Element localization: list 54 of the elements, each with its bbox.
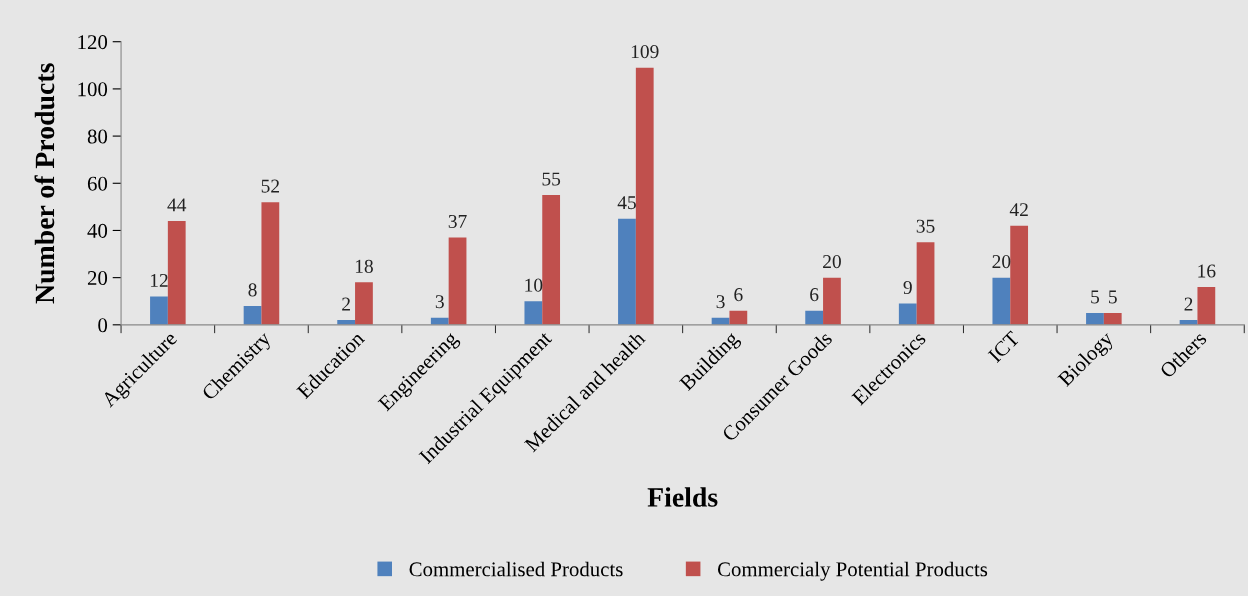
data-label: 20 [823,255,841,269]
legend-label: Commercialy Potential Products [717,561,988,581]
y-tick-label: 40 [87,223,108,238]
bar [1103,313,1122,325]
data-label: 9 [903,281,912,295]
x-axis-title: Fields [647,487,718,507]
bar [635,67,654,325]
bar [898,303,917,325]
data-label: 45 [617,196,636,210]
y-tick-label: 0 [98,318,108,333]
data-label: 8 [248,283,257,297]
data-label: 3 [435,295,444,309]
data-label: 44 [167,198,187,212]
data-label: 37 [448,214,467,229]
data-label: 35 [916,219,935,233]
data-label: 16 [1198,264,1216,278]
legend-label: Commercialised Products [409,561,623,577]
bar [150,296,168,325]
data-label: 6 [734,288,743,302]
data-label: 12 [150,273,168,287]
bar [542,195,561,325]
bar [355,282,373,325]
y-tick-label: 100 [78,82,108,97]
bar [805,310,824,325]
y-axis-title: Number of Products [34,63,55,304]
data-label: 2 [1184,297,1193,311]
bar [823,277,841,325]
y-tick-label: 20 [87,271,108,286]
data-label: 5 [1109,290,1117,304]
data-label: 42 [1009,203,1028,217]
bar [1086,313,1104,325]
bar [992,277,1011,325]
y-tick-label: 80 [87,129,108,144]
bar [448,237,467,325]
data-label: 3 [716,295,725,309]
bar [243,305,262,325]
data-label: 109 [631,45,659,59]
data-label: 55 [542,172,561,186]
bar [167,221,186,325]
bar [1010,225,1029,325]
data-label: 6 [810,288,819,302]
bar [524,301,543,325]
data-label: 5 [1091,290,1100,304]
bar [729,310,748,325]
data-label: 2 [342,297,350,311]
data-label: 52 [261,179,279,193]
bar [261,202,280,325]
y-tick-label: 120 [78,35,108,50]
bar [618,218,636,325]
x-tick-label: ICT [987,330,1021,364]
data-label: 18 [355,259,373,273]
bar [1197,287,1216,325]
bar [916,242,935,325]
y-tick-label: 60 [87,176,108,191]
